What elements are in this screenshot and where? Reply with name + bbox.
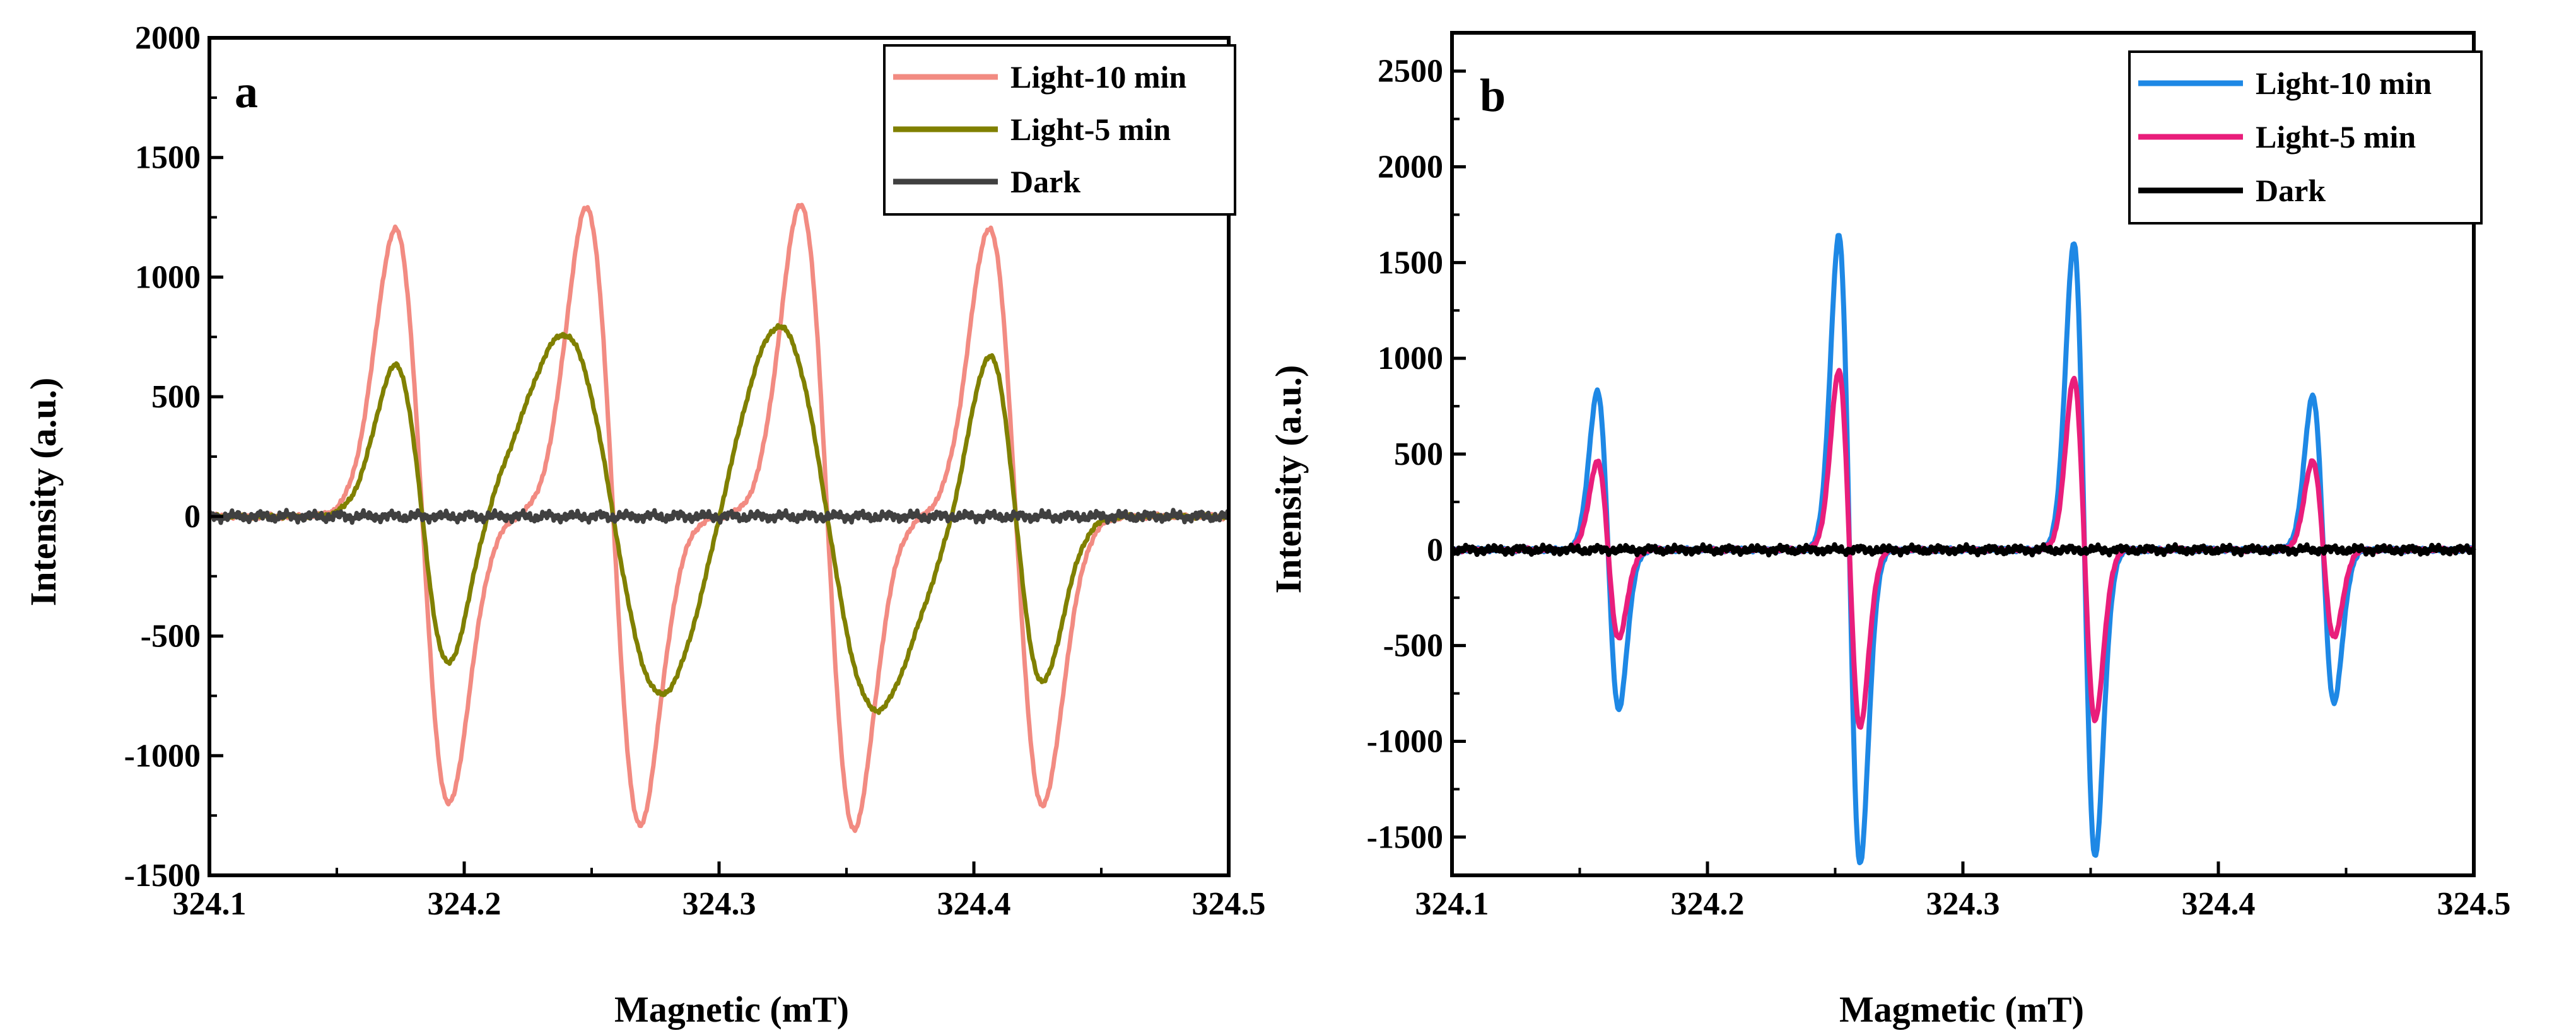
- chart-a-y-axis-label: Intensity (a.u.): [23, 378, 64, 607]
- chart-a-x-tick-label: 324.2: [428, 886, 501, 922]
- chart-a-x-tick-label: 324.5: [1192, 886, 1266, 922]
- chart-b-y-tick-label: 2500: [1378, 54, 1443, 90]
- chart-b-series-line: [1449, 542, 2476, 557]
- chart-a-series-line: [207, 508, 1231, 525]
- chart-b-panel-letter: b: [1480, 70, 1506, 122]
- chart-a-curves: [207, 202, 1231, 833]
- chart-b-x-tick-label: 324.2: [1671, 886, 1745, 922]
- chart-a-x-axis: 324.1 324.2 324.3 324.4 324.5: [173, 861, 1266, 922]
- chart-a-panel-letter: a: [235, 66, 258, 118]
- chart-a-y-tick-label: 0: [184, 499, 201, 535]
- chart-a-y-tick-label: 1000: [135, 259, 201, 295]
- chart-b-y-tick-label: 1000: [1378, 341, 1443, 376]
- chart-a-legend-label: Dark: [1010, 164, 1080, 199]
- chart-a-x-tick-label: 324.3: [682, 886, 756, 922]
- chart-a-y-tick-label: -500: [141, 619, 201, 655]
- chart-b-y-tick-label: 1500: [1378, 245, 1443, 281]
- chart-b-y-tick-label: -500: [1383, 628, 1443, 664]
- chart-b-x-axis-label: Magmetic (mT): [1839, 989, 2084, 1030]
- chart-a-x-axis-label: Magnetic (mT): [614, 989, 849, 1030]
- chart-b-legend-label: Dark: [2256, 173, 2326, 208]
- chart-b-y-axis: -1500 -1000 -500 0 500 1000 1500 2000 2500: [1367, 54, 1466, 855]
- chart-a-y-tick-label: 500: [151, 379, 201, 415]
- chart-b-y-tick-label: 0: [1427, 532, 1443, 568]
- chart-b-x-axis: 324.1 324.2 324.3 324.4 324.5: [1415, 861, 2511, 922]
- chart-a-y-axis: -1500 -1000 -500 0 500 1000 1500 2000: [124, 20, 223, 894]
- chart-a-x-tick-label: 324.4: [937, 886, 1011, 922]
- chart-a-x-tick-label: 324.1: [173, 886, 247, 922]
- chart-b-x-tick-label: 324.5: [2437, 886, 2511, 922]
- chart-b-x-tick-label: 324.3: [1926, 886, 2000, 922]
- chart-b-x-tick-label: 324.4: [2182, 886, 2256, 922]
- chart-b-legend: Light-10 min Light-5 min Dark: [2128, 50, 2483, 225]
- chart-b-y-tick-label: -1500: [1367, 819, 1443, 855]
- chart-b-y-tick-label: 2000: [1378, 149, 1443, 185]
- chart-a-legend-label: Light-5 min: [1010, 112, 1171, 147]
- chart-b-legend-label: Light-5 min: [2256, 119, 2416, 155]
- chart-b-legend-label: Light-10 min: [2256, 66, 2432, 101]
- chart-panel-b: -1500 -1000 -500 0 500 1000 1500 2000 2500 324.1…: [1268, 31, 2511, 1030]
- chart-a-y-tick-label: 2000: [135, 20, 201, 56]
- chart-b-y-axis-label: Intensity (a.u.): [1268, 365, 1309, 594]
- chart-a-y-tick-label: -1500: [124, 858, 201, 894]
- chart-a-legend: Light-10 min Light-5 min Dark: [883, 44, 1236, 216]
- chart-b-y-tick-label: 500: [1394, 436, 1443, 472]
- chart-b-x-tick-label: 324.1: [1415, 886, 1489, 922]
- chart-b-curves: [1449, 233, 2476, 865]
- chart-a-y-tick-label: 1500: [135, 140, 201, 176]
- chart-a-legend-label: Light-10 min: [1010, 59, 1186, 95]
- chart-b-y-tick-label: -1000: [1367, 723, 1443, 759]
- chart-a-y-tick-label: -1000: [124, 738, 201, 774]
